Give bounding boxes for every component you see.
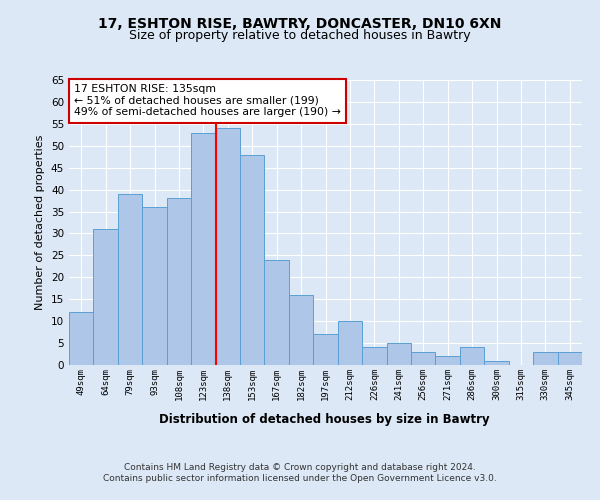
Bar [557,352,582,365]
Bar [411,352,436,365]
Y-axis label: Number of detached properties: Number of detached properties [35,135,46,310]
Bar [167,198,191,365]
Bar [289,295,313,365]
Bar [338,321,362,365]
Text: Size of property relative to detached houses in Bawtry: Size of property relative to detached ho… [129,29,471,42]
Text: Distribution of detached houses by size in Bawtry: Distribution of detached houses by size … [158,412,490,426]
Bar [94,229,118,365]
Bar [313,334,338,365]
Bar [265,260,289,365]
Bar [386,343,411,365]
Bar [484,360,509,365]
Text: 17, ESHTON RISE, BAWTRY, DONCASTER, DN10 6XN: 17, ESHTON RISE, BAWTRY, DONCASTER, DN10… [98,18,502,32]
Bar [215,128,240,365]
Text: Contains public sector information licensed under the Open Government Licence v3: Contains public sector information licen… [103,474,497,483]
Text: 17 ESHTON RISE: 135sqm
← 51% of detached houses are smaller (199)
49% of semi-de: 17 ESHTON RISE: 135sqm ← 51% of detached… [74,84,341,117]
Bar [460,348,484,365]
Bar [69,312,94,365]
Bar [142,207,167,365]
Bar [436,356,460,365]
Bar [362,348,386,365]
Bar [118,194,142,365]
Bar [191,132,215,365]
Text: Contains HM Land Registry data © Crown copyright and database right 2024.: Contains HM Land Registry data © Crown c… [124,462,476,471]
Bar [533,352,557,365]
Bar [240,154,265,365]
